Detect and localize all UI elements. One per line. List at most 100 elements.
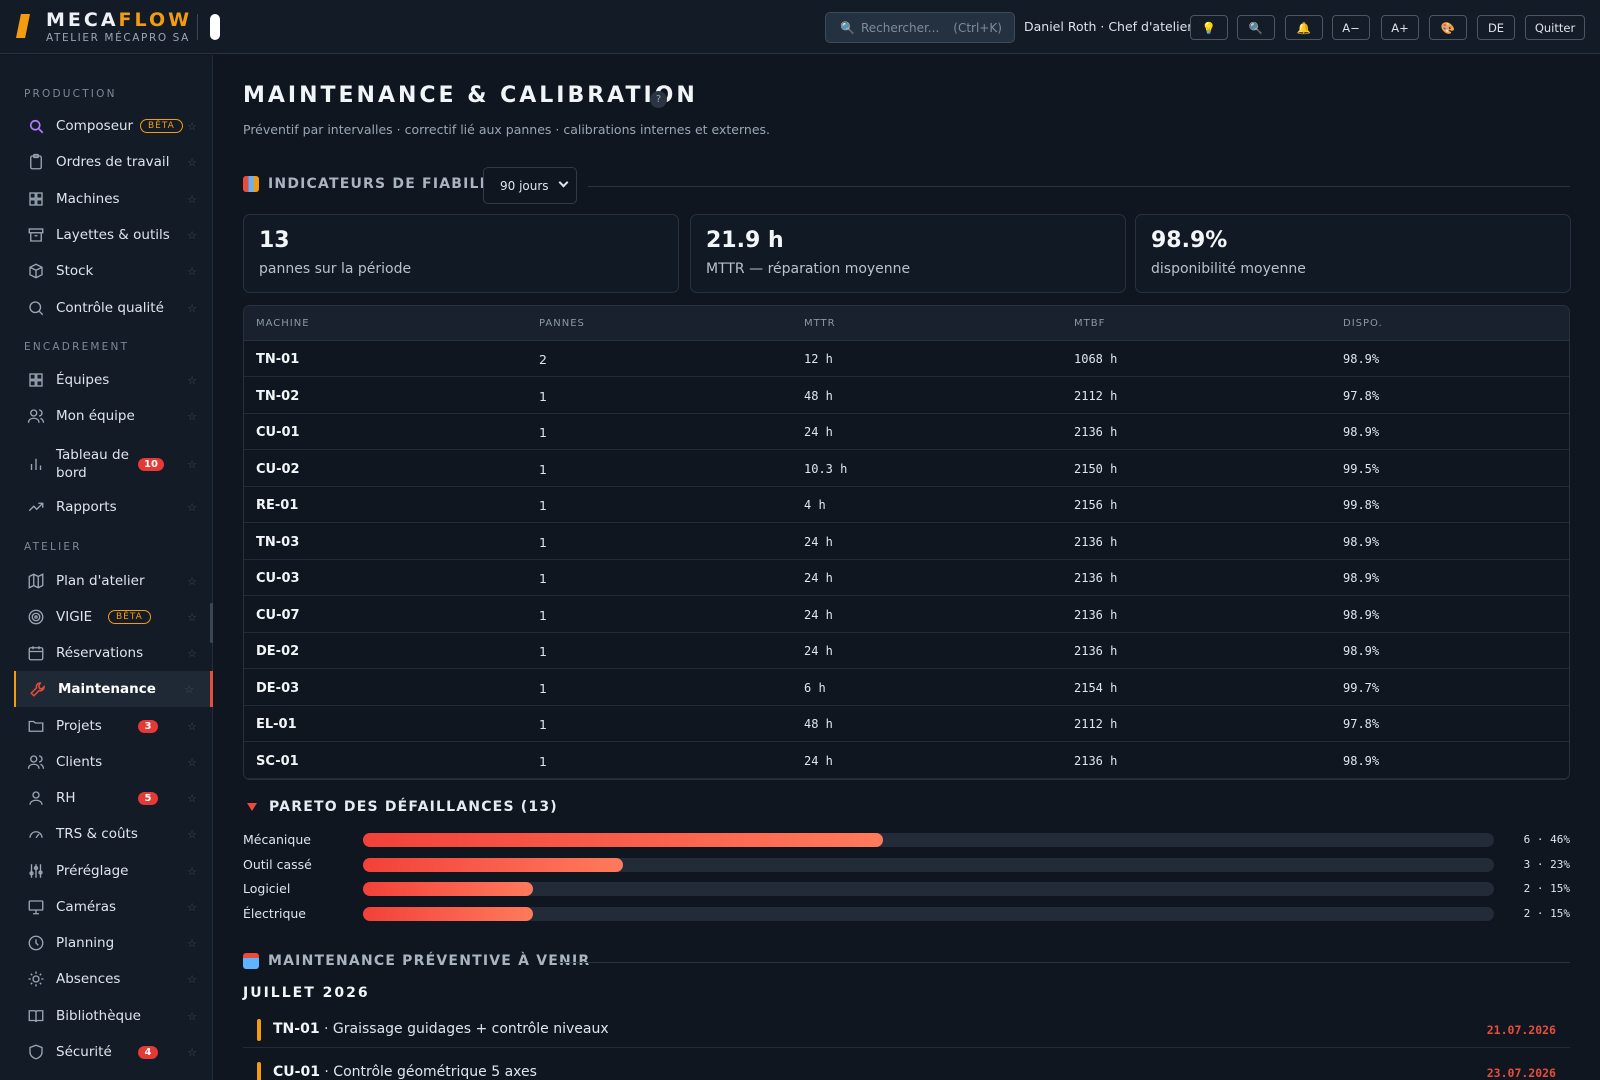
table-row[interactable]: TN-02 1 48 h 2112 h 97.8% (244, 378, 1569, 414)
sidebar-item-absences[interactable]: Absences ☆ (14, 961, 213, 997)
star-icon[interactable]: ☆ (187, 791, 197, 805)
table-row[interactable]: CU-03 1 24 h 2136 h 98.9% (244, 560, 1569, 596)
sidebar-item-plan-d-atelier[interactable]: Plan d'atelier ☆ (14, 563, 213, 599)
pareto-label: Électrique (243, 905, 306, 921)
archive-icon (27, 226, 45, 244)
sidebar-item-contrôle-qualité[interactable]: Contrôle qualité ☆ (14, 290, 213, 326)
pareto-track (363, 833, 1494, 847)
quit-button[interactable]: Quitter (1525, 15, 1585, 40)
preventive-item[interactable]: CU-01 · Contrôle géométrique 5 axes 23.07… (243, 1055, 1570, 1080)
table-row[interactable]: TN-01 2 12 h 1068 h 98.9% (244, 341, 1569, 377)
star-icon[interactable]: ☆ (187, 192, 197, 206)
sidebar-item-label: TRS & coûts (56, 825, 138, 842)
notifications-button[interactable]: 🔔 (1285, 15, 1323, 40)
reliability-table: MACHINE PANNES MTTR MTBF DISPO. TN-01 2 12 h 10… (243, 305, 1570, 780)
star-icon[interactable]: ☆ (187, 1009, 197, 1023)
star-icon[interactable]: ☆ (187, 646, 197, 660)
column-header[interactable]: PANNES (539, 318, 585, 329)
sidebar-item-réservations[interactable]: Réservations ☆ (14, 635, 213, 671)
column-header[interactable]: DISPO. (1343, 318, 1383, 329)
sidebar-item-projets[interactable]: Projets 3 ☆ (14, 708, 213, 744)
sidebar-item-ordres-de-travail[interactable]: Ordres de travail ☆ (14, 144, 213, 180)
table-row[interactable]: CU-07 1 24 h 2136 h 98.9% (244, 597, 1569, 633)
star-icon[interactable]: ☆ (184, 682, 194, 696)
star-icon[interactable]: ☆ (187, 457, 197, 471)
font-smaller-button[interactable]: A− (1332, 15, 1370, 40)
star-icon[interactable]: ☆ (187, 827, 197, 841)
sidebar-item-stock[interactable]: Stock ☆ (14, 253, 213, 289)
sidebar-item-mon-équipe[interactable]: Mon équipe ☆ (14, 398, 213, 434)
availability-cell: 98.9% (1343, 571, 1380, 585)
star-icon[interactable]: ☆ (187, 936, 197, 950)
sidebar-item-préréglage[interactable]: Préréglage ☆ (14, 853, 213, 889)
star-icon[interactable]: ☆ (187, 155, 197, 169)
machine-cell: EL-01 (256, 717, 297, 732)
table-row[interactable]: EL-01 1 48 h 2112 h 97.8% (244, 706, 1569, 742)
sidebar-toggle[interactable] (210, 14, 220, 40)
pareto-row: Logiciel 2 · 15% (243, 881, 1570, 897)
sidebar-item-label: Projets (56, 717, 102, 734)
table-row[interactable]: CU-01 1 24 h 2136 h 98.9% (244, 414, 1569, 450)
star-icon[interactable]: ☆ (187, 574, 197, 588)
sidebar-item-vigie[interactable]: VIGIE BÊTA ☆ (14, 599, 213, 635)
preventive-item[interactable]: TN-01 · Graissage guidages + contrôle ni… (243, 1012, 1570, 1048)
column-header[interactable]: MACHINE (256, 318, 310, 329)
star-icon[interactable]: ☆ (187, 972, 197, 986)
font-larger-button[interactable]: A+ (1381, 15, 1419, 40)
table-row[interactable]: CU-02 1 10.3 h 2150 h 99.5% (244, 451, 1569, 487)
period-value: 90 jours (500, 178, 549, 193)
star-icon[interactable]: ☆ (187, 264, 197, 278)
sidebar-item-maintenance[interactable]: Maintenance ☆ (14, 671, 213, 707)
theme-button[interactable]: 🎨 (1429, 15, 1467, 40)
pareto-row: Électrique 2 · 15% (243, 906, 1570, 922)
search-input[interactable]: 🔍 Rechercher... (Ctrl+K) (825, 12, 1015, 43)
sidebar-item-composeur[interactable]: Composeur BÊTA ☆ (14, 108, 213, 144)
composer-icon (27, 117, 45, 135)
star-icon[interactable]: ☆ (187, 610, 197, 624)
star-icon[interactable]: ☆ (187, 373, 197, 387)
sidebar-item-bibliothèque[interactable]: Bibliothèque ☆ (14, 998, 213, 1034)
star-icon[interactable]: ☆ (187, 1045, 197, 1059)
sidebar-item-tableau-de-bord[interactable]: Tableau de bord 10 ☆ (14, 443, 213, 485)
sidebar-item-rh[interactable]: RH 5 ☆ (14, 780, 213, 816)
table-row[interactable]: DE-02 1 24 h 2136 h 98.9% (244, 633, 1569, 669)
column-header[interactable]: MTTR (804, 318, 836, 329)
sidebar-scrollbar[interactable] (210, 603, 213, 643)
star-icon[interactable]: ☆ (187, 409, 197, 423)
pareto-header[interactable]: PARETO DES DÉFAILLANCES (13) (247, 799, 558, 815)
target-icon (27, 608, 45, 626)
help-icon[interactable]: ? (650, 91, 667, 108)
star-icon[interactable]: ☆ (187, 755, 197, 769)
sidebar-item-caméras[interactable]: Caméras ☆ (14, 889, 213, 925)
sidebar-item-planning[interactable]: Planning ☆ (14, 925, 213, 961)
sidebar-item-rapports[interactable]: Rapports ☆ (14, 489, 213, 525)
sidebar-item-machines[interactable]: Machines ☆ (14, 181, 213, 217)
star-icon[interactable]: ☆ (187, 900, 197, 914)
search-icon: 🔍 (840, 20, 855, 35)
sidebar-item-équipes[interactable]: Équipes ☆ (14, 362, 213, 398)
mtbf-cell: 2156 h (1074, 498, 1118, 512)
language-button[interactable]: DE (1477, 15, 1515, 40)
sidebar-item-layettes-outils[interactable]: Layettes & outils ☆ (14, 217, 213, 253)
machine-cell: CU-07 (256, 607, 300, 623)
star-icon[interactable]: ☆ (187, 864, 197, 878)
sidebar-item-label: RH (56, 789, 76, 806)
table-row[interactable]: DE-03 1 6 h 2154 h 99.7% (244, 670, 1569, 706)
star-icon[interactable]: ☆ (187, 301, 197, 315)
star-icon[interactable]: ☆ (187, 119, 197, 133)
sidebar-item-trs-coûts[interactable]: TRS & coûts ☆ (14, 816, 213, 852)
column-header[interactable]: MTBF (1074, 318, 1106, 329)
star-icon[interactable]: ☆ (187, 719, 197, 733)
table-row[interactable]: TN-03 1 24 h 2136 h 98.9% (244, 524, 1569, 560)
star-icon[interactable]: ☆ (187, 500, 197, 514)
table-row[interactable]: RE-01 1 4 h 2156 h 99.8% (244, 487, 1569, 523)
sidebar-item-sécurité[interactable]: Sécurité 4 ☆ (14, 1034, 213, 1070)
idea-button[interactable]: 💡 (1190, 15, 1228, 40)
search-button[interactable]: 🔍 (1237, 15, 1275, 40)
period-select[interactable]: 90 jours (483, 167, 577, 204)
table-row[interactable]: SC-01 1 24 h 2136 h 98.9% (244, 743, 1569, 779)
lightbulb-icon: 💡 (1201, 20, 1217, 35)
star-icon[interactable]: ☆ (187, 228, 197, 242)
sidebar-item-clients[interactable]: Clients ☆ (14, 744, 213, 780)
availability-cell: 99.8% (1343, 498, 1380, 512)
